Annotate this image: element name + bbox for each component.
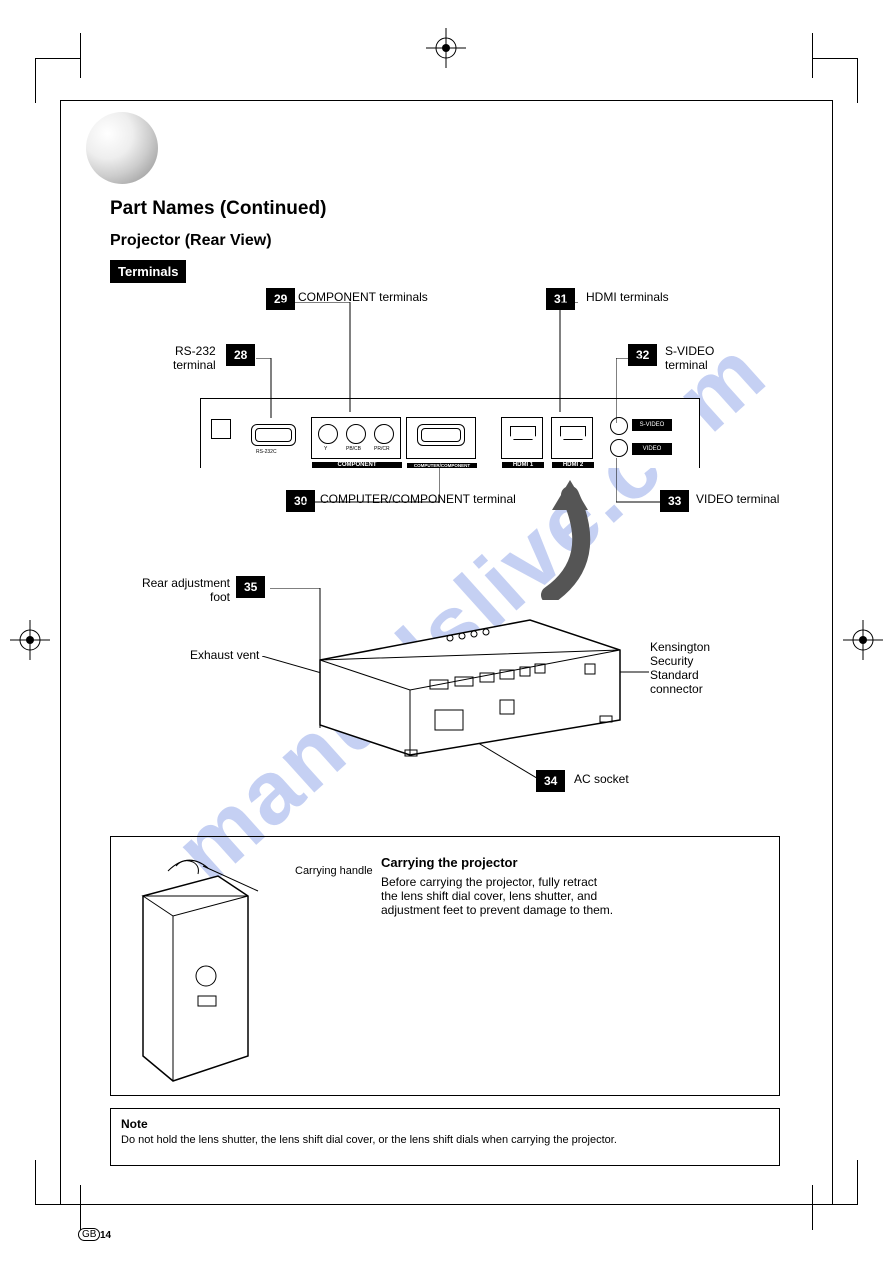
callout-exhaust: Exhaust vent: [190, 648, 259, 662]
registration-mark-icon: [10, 620, 50, 660]
callout-31-label: HDMI terminals: [586, 290, 669, 304]
callout-34-num: 34: [536, 770, 565, 792]
crop-mark: [812, 33, 813, 78]
callout-line: [300, 468, 440, 508]
callout-line: [548, 302, 588, 412]
registration-mark-icon: [843, 620, 883, 660]
crop-mark: [35, 58, 80, 59]
crop-mark: [857, 58, 858, 103]
crop-mark: [813, 58, 858, 59]
callout-kensington: Kensington Security Standard connector: [650, 640, 710, 696]
registration-mark-icon: [426, 28, 466, 68]
section-title: Part Names (Continued): [110, 198, 326, 220]
callout-line: [256, 358, 286, 418]
terminals-label: Terminals: [110, 260, 186, 283]
crop-mark: [35, 58, 36, 103]
callout-32-label: S-VIDEO terminal: [665, 344, 714, 372]
carry-body: Before carrying the projector, fully ret…: [381, 875, 613, 917]
subtitle-rear-view: Projector (Rear View): [110, 232, 272, 250]
callout-35-label: Rear adjustment foot: [140, 576, 230, 604]
carry-handle-label: Carrying handle: [295, 865, 373, 877]
crop-mark: [80, 33, 81, 78]
callout-34-label: AC socket: [574, 772, 629, 786]
crop-mark: [35, 1160, 36, 1205]
note-heading: Note: [121, 1117, 769, 1131]
crop-mark: [857, 1160, 858, 1205]
callout-28-num: 28: [226, 344, 255, 366]
callout-28-label: RS-232 terminal: [173, 344, 216, 372]
callout-33-label: VIDEO terminal: [696, 492, 779, 506]
note-body: Do not hold the lens shutter, the lens s…: [121, 1134, 769, 1146]
page-number: 14: [100, 1230, 111, 1241]
note-box: Note Do not hold the lens shutter, the l…: [110, 1108, 780, 1166]
projector-illustration: [300, 580, 630, 760]
rs232-port-label: RS-232C: [256, 449, 277, 455]
sphere-decoration: [86, 112, 158, 184]
projector-carry-illustration: [128, 856, 268, 1086]
carry-heading: Carrying the projector: [381, 855, 518, 870]
callout-35-num: 35: [236, 576, 265, 598]
callout-line: [280, 302, 380, 412]
callout-line: [616, 358, 646, 423]
region-badge: GB: [78, 1228, 100, 1241]
